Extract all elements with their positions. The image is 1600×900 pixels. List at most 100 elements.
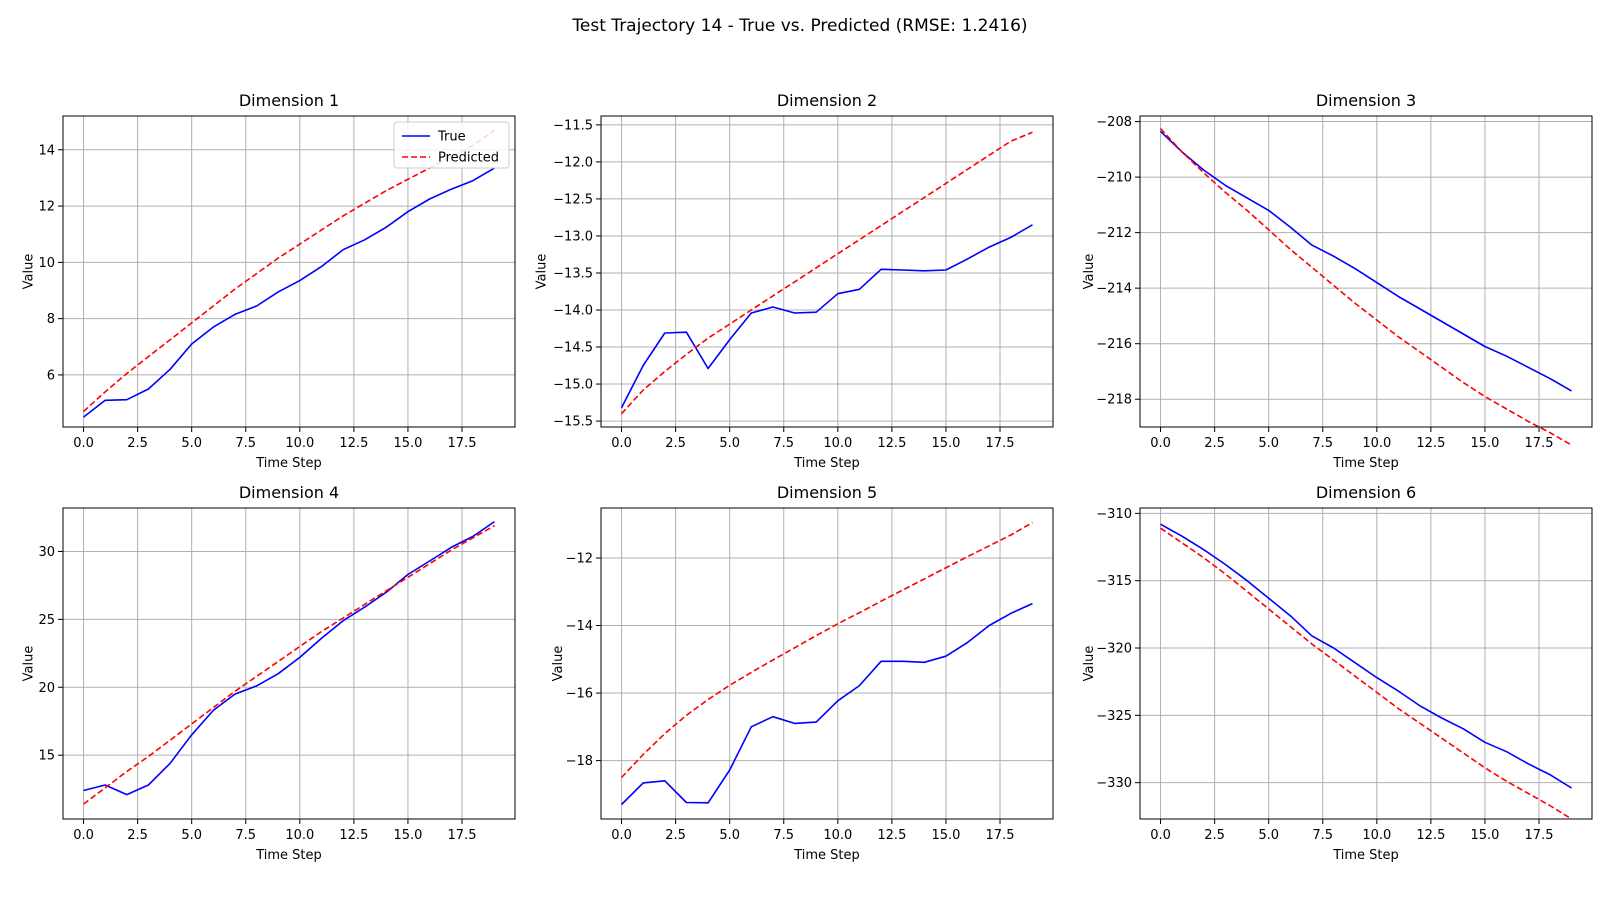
y-tick-label: 20 [38,681,55,696]
axes-frame [62,507,516,820]
y-tick-label: −13.5 [553,266,593,281]
x-axis-label: Time Step [793,456,860,471]
y-tick-label: −14.5 [553,341,593,356]
x-tick-label: 10.0 [823,436,852,451]
x-tick-label: 5.0 [719,436,740,451]
axes-frame [62,115,516,428]
y-tick-label: −14.0 [553,304,593,319]
y-tick-label: −216 [1096,337,1132,352]
x-tick-label: 5.0 [181,436,202,451]
y-tick-label: 15 [38,749,55,764]
subplots-grid: 0.0 2.5 5.0 7.5 10.0 12.5 15.0 17.5 6 8 10 12 14 Dime… [21,91,1593,863]
subplot-dimension-4: 0.0 2.5 5.0 7.5 10.0 12.5 15.0 17.5 15 20 25 30 Dime… [21,483,516,863]
y-axis-label: Value [551,646,566,682]
y-tick-label: −315 [1096,574,1132,589]
y-tick-label: −330 [1096,776,1132,791]
x-tick-label: 17.5 [1525,436,1554,451]
x-tick-label: 12.5 [877,436,906,451]
y-axis-label: Value [1082,646,1097,682]
x-tick-label: 0.0 [73,828,94,843]
subplot-dimension-3: 0.0 2.5 5.0 7.5 10.0 12.5 15.0 17.5 −218 −216 −214… [1082,91,1593,471]
axes-frame [600,507,1054,820]
y-tick-label: −214 [1096,282,1132,297]
y-tick-label: −325 [1096,709,1132,724]
subplot-dimension-2: 0.0 2.5 5.0 7.5 10.0 12.5 15.0 17.5 −15.5 −15.0 −1… [535,91,1054,471]
x-tick-label: 15.0 [393,436,422,451]
legend: True Predicted [393,121,510,169]
x-tick-label: 7.5 [773,828,794,843]
y-axis-label: Value [535,254,550,290]
x-tick-label: 7.5 [235,828,256,843]
x-tick-label: 0.0 [73,436,94,451]
true-series-line [620,224,1033,409]
y-tick-label: −12.5 [553,192,593,207]
subplot-title: Dimension 2 [777,91,877,110]
x-tick-label: 10.0 [823,828,852,843]
subplot-title: Dimension 3 [1316,91,1416,110]
x-tick-label: 12.5 [339,828,368,843]
x-tick-label: 12.5 [339,436,368,451]
x-tick-label: 12.5 [1416,436,1445,451]
x-tick-label: 5.0 [1258,828,1279,843]
y-tick-label: −208 [1096,115,1132,130]
x-axis-label: Time Step [1332,456,1399,471]
y-tick-label: −210 [1096,171,1132,186]
x-tick-label: 0.0 [1150,828,1171,843]
true-series-line [1160,523,1572,789]
x-tick-label: 2.5 [127,436,148,451]
true-series-line [1159,130,1572,392]
subplot-title: Dimension 6 [1316,483,1416,502]
x-axis-label: Time Step [1332,848,1399,863]
x-tick-label: 10.0 [1362,828,1391,843]
x-tick-label: 12.5 [1416,828,1445,843]
predicted-series-line [620,521,1033,779]
true-series-line [83,520,495,796]
x-tick-label: 2.5 [665,828,686,843]
x-tick-label: 17.5 [448,436,477,451]
x-tick-label: 15.0 [931,828,960,843]
y-tick-label: −12.0 [553,155,593,170]
axes-frame [600,115,1054,428]
x-tick-label: 5.0 [1258,436,1279,451]
x-tick-label: 7.5 [1312,828,1333,843]
predicted-series-line [1160,527,1572,820]
predicted-series-line [83,525,495,805]
y-tick-label: 12 [38,200,55,215]
subplot-title: Dimension 4 [239,483,339,502]
y-tick-label: −16 [566,687,593,702]
x-tick-label: 10.0 [285,828,314,843]
x-tick-label: 5.0 [719,828,740,843]
y-tick-label: 6 [47,368,55,383]
x-axis-label: Time Step [255,848,322,863]
y-tick-label: −18 [566,754,593,769]
x-axis-label: Time Step [255,456,322,471]
x-tick-label: 2.5 [1204,828,1225,843]
x-tick-label: 7.5 [773,436,794,451]
x-axis-label: Time Step [793,848,860,863]
x-tick-label: 7.5 [1312,436,1333,451]
x-tick-label: 17.5 [448,828,477,843]
x-tick-label: 15.0 [1470,828,1499,843]
x-tick-label: 17.5 [986,436,1015,451]
subplot-dimension-5: 0.0 2.5 5.0 7.5 10.0 12.5 15.0 17.5 −18 −16 −14 −12… [551,483,1054,863]
x-tick-label: 15.0 [1470,436,1499,451]
true-series-line [620,602,1033,806]
subplot-title: Dimension 1 [239,91,339,110]
predicted-series-line [82,129,495,413]
subplot-dimension-1: 0.0 2.5 5.0 7.5 10.0 12.5 15.0 17.5 6 8 10 12 14 Dime… [21,91,516,471]
true-series-line [83,167,495,418]
y-tick-label: −15.5 [553,415,593,430]
subplot-title: Dimension 5 [777,483,877,502]
figure-title: Test Trajectory 14 - True vs. Predicted … [571,16,1027,36]
x-tick-label: 15.0 [931,436,960,451]
subplot-dimension-6: 0.0 2.5 5.0 7.5 10.0 12.5 15.0 17.5 −330 −325 −320… [1082,483,1593,863]
y-tick-label: −310 [1096,507,1132,522]
x-tick-label: 10.0 [1362,436,1391,451]
y-tick-label: −13.0 [553,229,593,244]
y-tick-label: −218 [1096,393,1132,408]
y-tick-label: 8 [47,312,55,327]
x-tick-label: 15.0 [393,828,422,843]
x-tick-label: 17.5 [1525,828,1554,843]
predicted-series-line [1159,127,1572,446]
